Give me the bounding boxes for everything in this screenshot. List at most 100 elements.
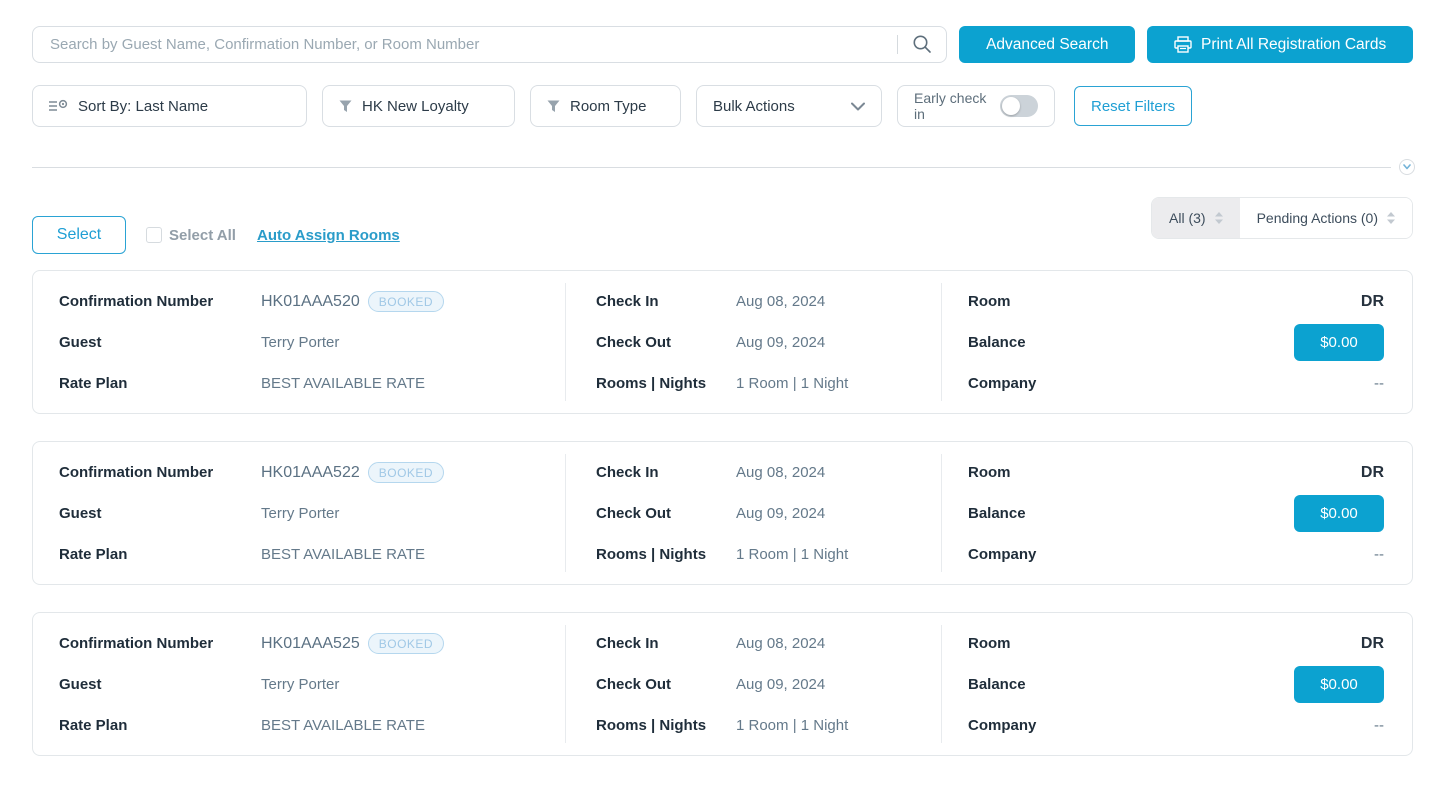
reservation-tabs: All (3) Pending Actions (0) <box>1151 197 1413 239</box>
bulk-actions-label: Bulk Actions <box>713 97 795 115</box>
bulk-actions-dropdown[interactable]: Bulk Actions <box>696 85 882 127</box>
balance-button[interactable]: $0.00 <box>1294 666 1384 703</box>
search-input[interactable] <box>32 26 948 63</box>
card-right-column: Room DR Balance $0.00 Company -- <box>941 613 1412 755</box>
guest-label: Guest <box>59 334 102 351</box>
guest-row: Guest Terry Porter <box>59 493 545 534</box>
company-label: Company <box>968 717 1037 734</box>
room-label: Room <box>968 464 1011 481</box>
filter-bar: Sort By: Last Name HK New Loyalty Room T… <box>32 85 1413 127</box>
check-in-value: Aug 08, 2024 <box>736 464 826 481</box>
guest-value: Terry Porter <box>261 505 340 522</box>
room-type-filter-label: Room Type <box>570 97 647 115</box>
confirmation-number-label: Confirmation Number <box>59 293 214 310</box>
select-all-label: Select All <box>169 226 236 244</box>
confirmation-number-text: HK01AAA522 <box>261 463 360 481</box>
search-separator <box>897 35 899 54</box>
check-out-value: Aug 09, 2024 <box>736 505 826 522</box>
print-all-registration-cards-button[interactable]: Print All Registration Cards <box>1147 26 1413 63</box>
company-label: Company <box>968 375 1037 392</box>
room-label: Room <box>968 635 1011 652</box>
rate-plan-value: BEST AVAILABLE RATE <box>261 546 425 563</box>
room-value: DR <box>1360 292 1384 310</box>
card-middle-column: Check In Aug 08, 2024 Check Out Aug 09, … <box>565 442 941 584</box>
balance-row: Balance $0.00 <box>968 493 1384 534</box>
sort-icon <box>49 98 68 114</box>
tab-all-label: All (3) <box>1169 210 1206 226</box>
reset-filters-button[interactable]: Reset Filters <box>1074 86 1193 126</box>
rate-plan-label: Rate Plan <box>59 717 128 734</box>
loyalty-filter[interactable]: HK New Loyalty <box>322 85 515 127</box>
select-button[interactable]: Select <box>32 216 126 254</box>
balance-label: Balance <box>968 676 1026 693</box>
company-value: -- <box>1374 546 1384 563</box>
check-in-label: Check In <box>596 464 659 481</box>
card-middle-column: Check In Aug 08, 2024 Check Out Aug 09, … <box>565 271 941 413</box>
rate-plan-row: Rate Plan BEST AVAILABLE RATE <box>59 363 545 404</box>
check-in-value: Aug 08, 2024 <box>736 293 826 310</box>
reservation-card: Confirmation Number HK01AAA525 BOOKED Gu… <box>32 612 1413 756</box>
guest-value: Terry Porter <box>261 676 340 693</box>
chevron-down-icon <box>1403 164 1411 170</box>
rooms-nights-value: 1 Room | 1 Night <box>736 717 849 734</box>
check-in-label: Check In <box>596 293 659 310</box>
room-type-filter[interactable]: Room Type <box>530 85 681 127</box>
top-search-bar: Advanced Search Print All Registration C… <box>32 26 1413 63</box>
early-check-in-toggle[interactable] <box>1000 95 1038 117</box>
rate-plan-value: BEST AVAILABLE RATE <box>261 375 425 392</box>
search-field-wrap <box>32 26 948 63</box>
auto-assign-rooms-link[interactable]: Auto Assign Rooms <box>256 226 400 244</box>
balance-label: Balance <box>968 505 1026 522</box>
check-out-label: Check Out <box>596 676 672 693</box>
printer-icon <box>1174 36 1192 53</box>
check-out-row: Check Out Aug 09, 2024 <box>596 322 921 363</box>
check-in-value: Aug 08, 2024 <box>736 635 826 652</box>
rate-plan-label: Rate Plan <box>59 375 128 392</box>
advanced-search-button[interactable]: Advanced Search <box>959 26 1136 63</box>
company-value: -- <box>1374 375 1384 392</box>
early-check-in-label: Early check in <box>914 90 987 122</box>
guest-label: Guest <box>59 676 102 693</box>
rate-plan-row: Rate Plan BEST AVAILABLE RATE <box>59 705 545 746</box>
rate-plan-row: Rate Plan BEST AVAILABLE RATE <box>59 534 545 575</box>
card-left-column: Confirmation Number HK01AAA525 BOOKED Gu… <box>33 613 565 755</box>
rate-plan-value: BEST AVAILABLE RATE <box>261 717 425 734</box>
room-row: Room DR <box>968 452 1384 493</box>
room-value: DR <box>1360 463 1384 481</box>
tab-all[interactable]: All (3) <box>1152 198 1240 238</box>
check-out-value: Aug 09, 2024 <box>736 676 826 693</box>
balance-button[interactable]: $0.00 <box>1294 324 1384 361</box>
check-in-row: Check In Aug 08, 2024 <box>596 281 921 322</box>
guest-value: Terry Porter <box>261 334 340 351</box>
early-check-in-group: Early check in <box>897 85 1055 127</box>
confirmation-number-value: HK01AAA520 BOOKED <box>261 291 445 312</box>
card-left-column: Confirmation Number HK01AAA522 BOOKED Gu… <box>33 442 565 584</box>
room-row: Room DR <box>968 281 1384 322</box>
balance-button[interactable]: $0.00 <box>1294 495 1384 532</box>
confirmation-number-value: HK01AAA525 BOOKED <box>261 633 445 654</box>
tab-pending-actions[interactable]: Pending Actions (0) <box>1239 198 1412 238</box>
card-middle-column: Check In Aug 08, 2024 Check Out Aug 09, … <box>565 613 941 755</box>
balance-label: Balance <box>968 334 1026 351</box>
guest-row: Guest Terry Porter <box>59 322 545 363</box>
reservation-card: Confirmation Number HK01AAA520 BOOKED Gu… <box>32 270 1413 414</box>
check-in-label: Check In <box>596 635 659 652</box>
balance-row: Balance $0.00 <box>968 664 1384 705</box>
confirmation-row: Confirmation Number HK01AAA522 BOOKED <box>59 452 545 493</box>
guest-label: Guest <box>59 505 102 522</box>
balance-row: Balance $0.00 <box>968 322 1384 363</box>
filter-icon <box>339 100 352 113</box>
guest-row: Guest Terry Porter <box>59 664 545 705</box>
rooms-nights-value: 1 Room | 1 Night <box>736 375 849 392</box>
confirmation-number-label: Confirmation Number <box>59 635 214 652</box>
collapse-filters-button[interactable] <box>1399 159 1415 175</box>
select-all-checkbox[interactable] <box>146 227 162 243</box>
card-right-column: Room DR Balance $0.00 Company -- <box>941 271 1412 413</box>
rooms-nights-label: Rooms | Nights <box>596 546 707 563</box>
sort-by-dropdown[interactable]: Sort By: Last Name <box>32 85 307 127</box>
card-left-column: Confirmation Number HK01AAA520 BOOKED Gu… <box>33 271 565 413</box>
company-value: -- <box>1374 717 1384 734</box>
search-icon[interactable] <box>912 34 932 54</box>
room-row: Room DR <box>968 623 1384 664</box>
list-toolbar: Select Select All Auto Assign Rooms All … <box>32 197 1413 254</box>
